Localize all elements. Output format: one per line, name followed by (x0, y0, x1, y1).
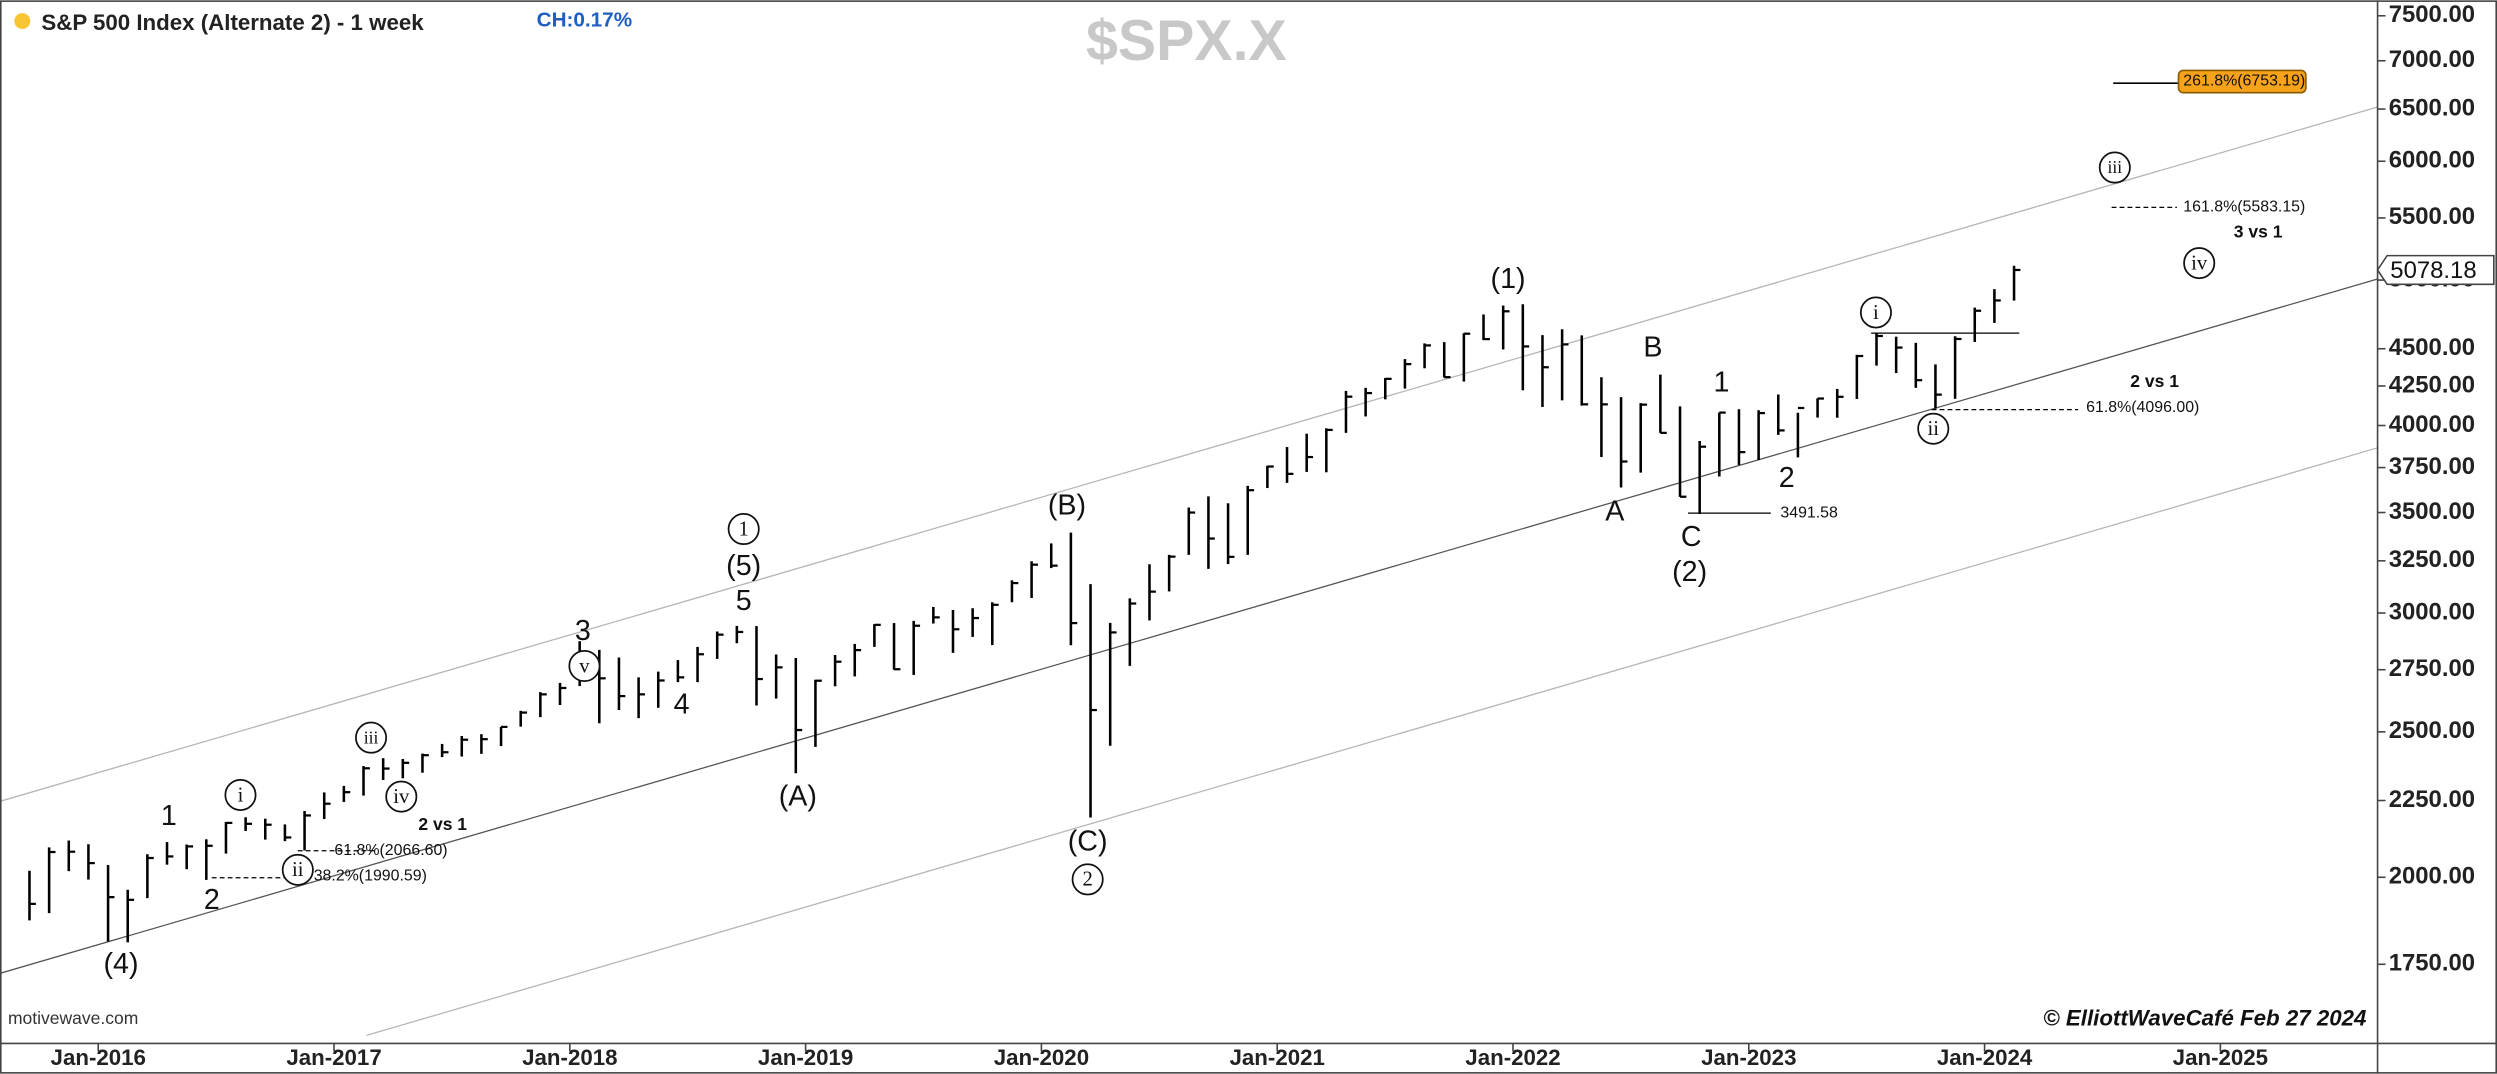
wave-circle (281, 853, 314, 886)
change-label: CH:0.17% (537, 9, 632, 32)
y-tick-label: 2250.00 (2389, 786, 2475, 813)
x-tick-label: Jan-2018 (522, 1045, 617, 1070)
wave-label: 2 (1082, 869, 1092, 891)
wave-circle (1859, 296, 1892, 329)
wave-label: (C) (1068, 825, 1108, 857)
wave-label: 1 (161, 800, 177, 832)
y-tick-label: 4000.00 (2389, 411, 2475, 438)
y-tick-label: 6500.00 (2389, 94, 2475, 121)
x-tick-label: Jan-2024 (1937, 1045, 2033, 1070)
wave-label: (5) (726, 550, 761, 582)
wave-label: ii (292, 859, 304, 881)
wave-label: (A) (779, 781, 817, 813)
wave-label: 2 (1779, 462, 1795, 494)
target-label: 261.8%(6753.19) (2183, 73, 2305, 90)
y-tick-label: 7500.00 (2389, 1, 2475, 28)
wave-label: iii (364, 727, 379, 747)
wave-label: iii (2108, 157, 2123, 177)
fib-label: 61.8%(2066.60) (334, 842, 447, 859)
y-tick-label: 5500.00 (2389, 203, 2475, 230)
chart-title: S&P 500 Index (Alternate 2) - 1 week (41, 10, 424, 35)
wave-label: 2 (204, 884, 220, 916)
wave-label: i (238, 784, 244, 806)
y-tick-label: 4500.00 (2389, 334, 2475, 361)
wave-label: (4) (104, 948, 139, 980)
last-price-marker (2376, 254, 2495, 286)
wave-circle (568, 649, 601, 682)
note-label: 2 vs 1 (2130, 371, 2179, 391)
x-tick-label: Jan-2019 (758, 1045, 853, 1070)
watermark: motivewave.com (8, 1008, 138, 1028)
fib-label: 161.8%(5583.15) (2183, 199, 2305, 216)
y-tick-label: 2500.00 (2389, 717, 2475, 744)
x-tick-label: Jan-2022 (1465, 1045, 1560, 1070)
x-tick-label: Jan-2017 (286, 1045, 381, 1070)
wave-circle (385, 780, 418, 813)
y-tick-label: 3500.00 (2389, 498, 2475, 525)
wave-label: i (1873, 302, 1879, 324)
y-tick-label: 7000.00 (2389, 46, 2475, 73)
target-box (2177, 69, 2307, 94)
wave-circle (2098, 151, 2131, 184)
wave-label: 5 (736, 585, 752, 617)
channel-upper (0, 106, 2378, 802)
x-tick-label: Jan-2025 (2173, 1045, 2268, 1070)
fib-label: 3491.58 (1780, 504, 1838, 521)
y-tick-label: 3000.00 (2389, 598, 2475, 625)
title-dot (14, 13, 31, 30)
plot (0, 82, 2378, 1037)
y-tick-label: 4250.00 (2389, 371, 2475, 398)
wave-label: A (1605, 496, 1625, 528)
x-tick-label: Jan-2021 (1230, 1045, 1325, 1070)
wave-label: iv (2191, 252, 2208, 274)
wave-circle (1071, 863, 1104, 896)
fib-label: 38.2%(1990.59) (314, 867, 427, 884)
x-tick-label: Jan-2016 (51, 1045, 146, 1070)
wave-label: v (579, 655, 590, 677)
fib-label: 61.8%(4096.00) (2086, 399, 2199, 416)
wave-label: ii (1928, 418, 1940, 440)
wave-circle (1917, 412, 1950, 445)
x-tick-label: Jan-2023 (1701, 1045, 1796, 1070)
channel-lower (366, 447, 2378, 1037)
wave-circle (2183, 247, 2216, 280)
y-tick-label: 1750.00 (2389, 950, 2475, 977)
wave-label: (2) (1672, 556, 1707, 588)
y-tick-label: 3750.00 (2389, 453, 2475, 480)
wave-label: iv (393, 786, 410, 808)
last-price-label: 5078.18 (2390, 257, 2476, 284)
x-tick-label: Jan-2020 (994, 1045, 1089, 1070)
symbol-watermark: $SPX.X (1086, 9, 1287, 73)
wave-label: 3 (575, 615, 591, 647)
wave-circle (224, 778, 257, 811)
y-tick-label: 2750.00 (2389, 655, 2475, 682)
wave-label: C (1681, 521, 1702, 553)
wave-label: 1 (739, 518, 749, 540)
note-label: 2 vs 1 (418, 814, 467, 834)
wave-label: (1) (1491, 263, 1526, 295)
wave-label: B (1643, 332, 1662, 364)
channel-middle (0, 278, 2378, 974)
note-label: 3 vs 1 (2234, 221, 2283, 241)
wave-label: 1 (1713, 367, 1729, 399)
wave-label: 4 (674, 688, 690, 720)
copyright: © ElliottWaveCafé Feb 27 2024 (2043, 1005, 2367, 1030)
y-tick-label: 3250.00 (2389, 546, 2475, 573)
y-tick-label: 2000.00 (2389, 863, 2475, 890)
wave-label: (B) (1048, 489, 1086, 521)
y-tick-label: 6000.00 (2389, 147, 2475, 174)
wave-circle (727, 513, 760, 546)
wave-circle (355, 721, 388, 754)
